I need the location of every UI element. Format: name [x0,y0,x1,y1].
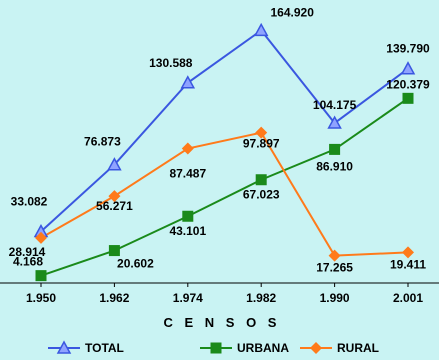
legend-label: TOTAL [85,341,124,355]
point-urbana [329,143,341,155]
legend-marker-icon [310,342,322,354]
point-urbana [35,270,47,282]
x-tick-label: 1.974 [173,291,203,305]
legend-label: URBANA [237,341,289,355]
point-total [400,61,416,75]
data-label-rural: 28.914 [9,245,46,259]
plot-area: 33.082 76.873 130.588 164.920 104.175 139.790… [9,5,430,282]
legend-marker-icon [56,340,72,354]
point-total [327,115,342,129]
data-label-rural: 17.265 [316,261,353,275]
legend: TOTAL URBANA RURAL [48,340,379,355]
data-label-urbana: 20.602 [117,257,154,271]
point-urbana [182,210,194,222]
point-rural [35,231,47,244]
data-label-total: 76.873 [84,135,121,149]
point-rural [255,126,268,139]
x-tick-label: 1.950 [26,291,56,305]
data-label-urbana: 67.023 [243,188,280,202]
x-tick-label: 1.982 [246,291,276,305]
data-label-rural: 97.897 [243,137,280,151]
data-label-total: 130.588 [149,56,193,70]
data-label-urbana: 86.910 [316,159,353,173]
series-line-urbana [40,97,409,277]
data-label-total: 33.082 [11,195,48,209]
data-label-total: 164.920 [271,5,315,19]
data-label-total: 104.175 [313,98,357,112]
data-label-urbana: 4.168 [13,255,43,269]
data-label-rural: 56.271 [96,199,133,213]
x-axis-title: C E N S O S [164,315,281,330]
x-tick-label: 1.990 [320,291,350,305]
legend-item-total: TOTAL [48,340,124,355]
data-label-rural: 19.411 [390,257,426,271]
point-urbana [108,245,120,257]
point-total [253,22,269,37]
legend-label: RURAL [337,341,379,355]
point-rural [328,249,341,262]
data-label-urbana: 120.379 [386,77,430,91]
point-total [180,75,196,89]
data-label-total: 139.790 [386,42,430,56]
series-line-rural [40,131,409,257]
data-label-rural: 87.487 [169,167,206,181]
x-tick-label: 1.962 [99,291,129,305]
x-tick-label: 2.001 [393,291,423,305]
point-rural [181,142,194,155]
legend-item-urbana: URBANA [200,341,289,355]
x-axis: 1.950 1.962 1.974 1.982 1.990 2.001 [0,282,439,305]
point-rural [402,246,414,259]
data-label-urbana: 43.101 [169,224,206,238]
point-total [107,157,122,171]
point-rural [108,190,121,203]
legend-item-rural: RURAL [300,341,379,355]
legend-marker-icon [210,342,222,354]
series-line-total [40,29,409,233]
point-urbana [255,174,267,186]
point-urbana [402,92,414,104]
